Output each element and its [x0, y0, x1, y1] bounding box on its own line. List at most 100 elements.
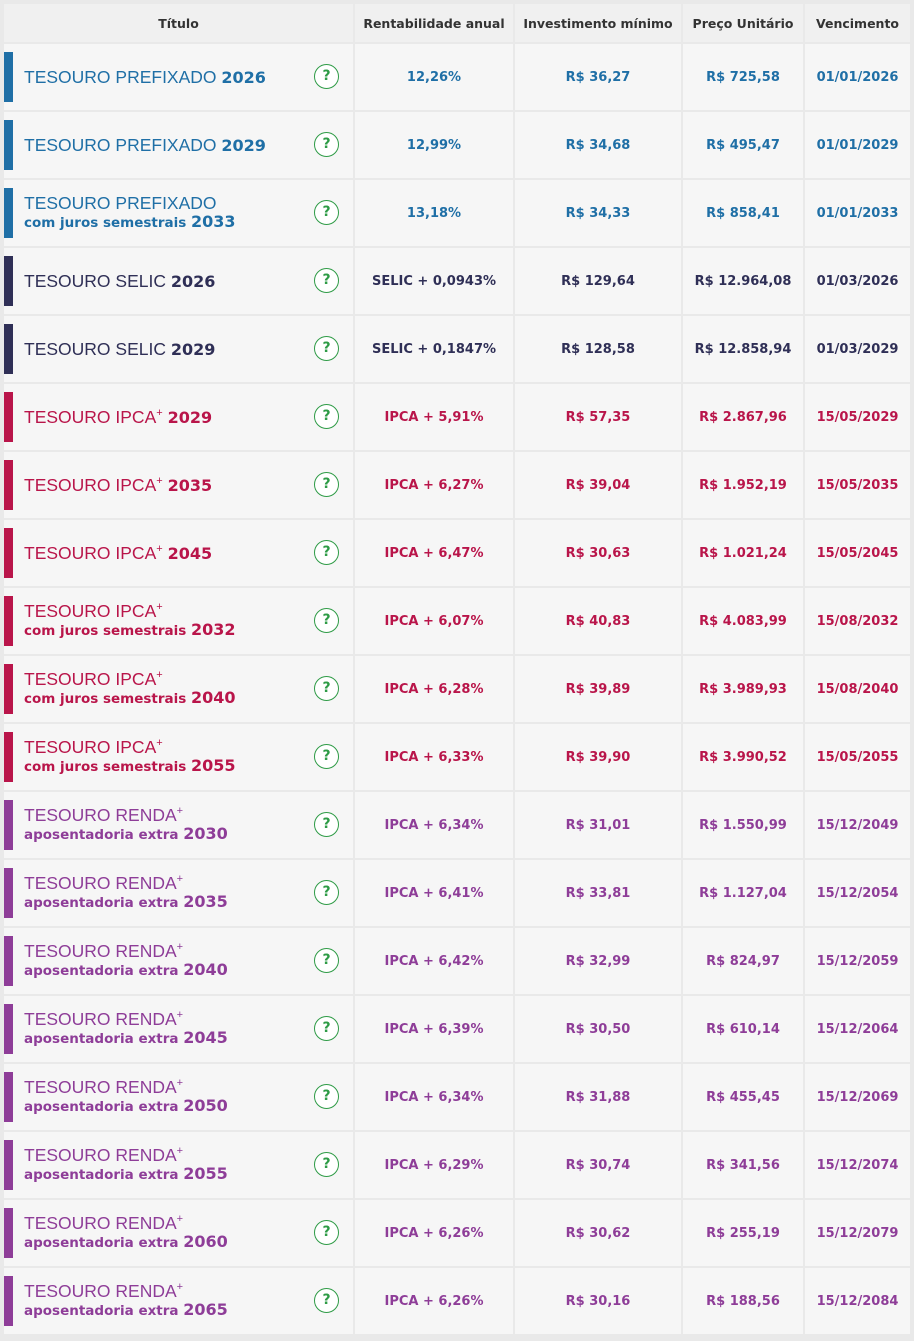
bond-title[interactable]: TESOURO PREFIXADO 2026 — [24, 44, 303, 110]
bond-title[interactable]: TESOURO RENDA+ aposentadoria extra 2040 — [24, 928, 303, 994]
header-titulo[interactable]: Título — [4, 4, 353, 42]
table-row[interactable]: TESOURO RENDA+ aposentadoria extra 2040? I… — [4, 928, 910, 994]
help-icon[interactable]: ? — [314, 540, 339, 565]
table-row[interactable]: TESOURO SELIC 2026? SELIC + 0,0943% R$ 129… — [4, 248, 910, 314]
bond-title-cell[interactable]: TESOURO IPCA+ 2045? — [4, 520, 353, 586]
bond-title[interactable]: TESOURO RENDA+ aposentadoria extra 2065 — [24, 1268, 303, 1334]
bond-title[interactable]: TESOURO SELIC 2029 — [24, 316, 303, 382]
help-icon[interactable]: ? — [314, 336, 339, 361]
help-icon[interactable]: ? — [314, 676, 339, 701]
bond-year: 2040 — [191, 688, 236, 707]
bond-title[interactable]: TESOURO RENDA+ aposentadoria extra 2050 — [24, 1064, 303, 1130]
bond-title-cell[interactable]: TESOURO RENDA+ aposentadoria extra 2030? — [4, 792, 353, 858]
bond-year: 2060 — [183, 1232, 228, 1251]
table-row[interactable]: TESOURO RENDA+ aposentadoria extra 2030? I… — [4, 792, 910, 858]
table-row[interactable]: TESOURO IPCA+ com juros semestrais 2032? I… — [4, 588, 910, 654]
plus-superscript: + — [156, 406, 163, 419]
bond-title-cell[interactable]: TESOURO PREFIXADO 2026? — [4, 44, 353, 110]
bond-title-cell[interactable]: TESOURO IPCA+ 2035? — [4, 452, 353, 518]
table-row[interactable]: TESOURO RENDA+ aposentadoria extra 2065? I… — [4, 1268, 910, 1334]
bond-name: TESOURO PREFIXADO — [24, 66, 217, 87]
bond-title-cell[interactable]: TESOURO IPCA+ 2029? — [4, 384, 353, 450]
header-vencimento[interactable]: Vencimento — [805, 4, 910, 42]
bond-color-bar — [4, 460, 13, 510]
bond-title-cell[interactable]: TESOURO RENDA+ aposentadoria extra 2040? — [4, 928, 353, 994]
bond-title-cell[interactable]: TESOURO PREFIXADO com juros semestrais 20… — [4, 180, 353, 246]
bond-title[interactable]: TESOURO RENDA+ aposentadoria extra 2045 — [24, 996, 303, 1062]
table-row[interactable]: TESOURO IPCA+ 2035? IPCA + 6,27% R$ 39,04 R… — [4, 452, 910, 518]
bond-title[interactable]: TESOURO IPCA+ 2045 — [24, 520, 303, 586]
bond-title-cell[interactable]: TESOURO RENDA+ aposentadoria extra 2060? — [4, 1200, 353, 1266]
table-row[interactable]: TESOURO RENDA+ aposentadoria extra 2035? I… — [4, 860, 910, 926]
help-icon[interactable]: ? — [314, 1152, 339, 1177]
rentabilidade-value: IPCA + 6,41% — [355, 860, 513, 926]
bond-title[interactable]: TESOURO RENDA+ aposentadoria extra 2060 — [24, 1200, 303, 1266]
bond-title-cell[interactable]: TESOURO IPCA+ com juros semestrais 2032? — [4, 588, 353, 654]
bond-title[interactable]: TESOURO IPCA+ 2035 — [24, 452, 303, 518]
bond-title-cell[interactable]: TESOURO IPCA+ com juros semestrais 2040? — [4, 656, 353, 722]
help-icon[interactable]: ? — [314, 1220, 339, 1245]
investimento-minimo-value: R$ 32,99 — [515, 928, 681, 994]
table-row[interactable]: TESOURO IPCA+ 2045? IPCA + 6,47% R$ 30,63 R… — [4, 520, 910, 586]
header-investimento[interactable]: Investimento mínimo — [515, 4, 681, 42]
rentabilidade-value: 12,26% — [355, 44, 513, 110]
help-icon[interactable]: ? — [314, 880, 339, 905]
table-row[interactable]: TESOURO IPCA+ com juros semestrais 2040? I… — [4, 656, 910, 722]
table-row[interactable]: TESOURO RENDA+ aposentadoria extra 2055? I… — [4, 1132, 910, 1198]
bond-title-cell[interactable]: TESOURO RENDA+ aposentadoria extra 2045? — [4, 996, 353, 1062]
table-row[interactable]: TESOURO SELIC 2029? SELIC + 0,1847% R$ 128… — [4, 316, 910, 382]
table-row[interactable]: TESOURO RENDA+ aposentadoria extra 2045? I… — [4, 996, 910, 1062]
bond-name-line: TESOURO SELIC 2026 — [24, 271, 303, 291]
help-icon[interactable]: ? — [314, 472, 339, 497]
help-icon[interactable]: ? — [314, 200, 339, 225]
help-icon[interactable]: ? — [314, 404, 339, 429]
table-row[interactable]: TESOURO PREFIXADO 2029? 12,99% R$ 34,68 R$ … — [4, 112, 910, 178]
help-icon[interactable]: ? — [314, 948, 339, 973]
bond-title[interactable]: TESOURO RENDA+ aposentadoria extra 2035 — [24, 860, 303, 926]
bond-title[interactable]: TESOURO RENDA+ aposentadoria extra 2030 — [24, 792, 303, 858]
preco-unitario-value: R$ 725,58 — [683, 44, 803, 110]
bond-title-cell[interactable]: TESOURO PREFIXADO 2029? — [4, 112, 353, 178]
plus-superscript: + — [176, 805, 184, 818]
table-row[interactable]: TESOURO PREFIXADO com juros semestrais 20… — [4, 180, 910, 246]
table-body: TESOURO PREFIXADO 2026? 12,26% R$ 36,27 R$ … — [4, 44, 910, 1334]
bond-title-cell[interactable]: TESOURO RENDA+ aposentadoria extra 2050? — [4, 1064, 353, 1130]
bond-title[interactable]: TESOURO IPCA+ com juros semestrais 2055 — [24, 724, 303, 790]
bond-title[interactable]: TESOURO IPCA+ com juros semestrais 2032 — [24, 588, 303, 654]
bond-title[interactable]: TESOURO PREFIXADO com juros semestrais 20… — [24, 180, 303, 246]
help-icon[interactable]: ? — [314, 1016, 339, 1041]
bond-title[interactable]: TESOURO SELIC 2026 — [24, 248, 303, 314]
table-row[interactable]: TESOURO IPCA+ com juros semestrais 2055? I… — [4, 724, 910, 790]
bond-title-cell[interactable]: TESOURO SELIC 2026? — [4, 248, 353, 314]
bond-title-cell[interactable]: TESOURO RENDA+ aposentadoria extra 2065? — [4, 1268, 353, 1334]
bond-title[interactable]: TESOURO RENDA+ aposentadoria extra 2055 — [24, 1132, 303, 1198]
help-icon[interactable]: ? — [314, 132, 339, 157]
bond-title[interactable]: TESOURO PREFIXADO 2029 — [24, 112, 303, 178]
bond-title[interactable]: TESOURO IPCA+ com juros semestrais 2040 — [24, 656, 303, 722]
header-preco[interactable]: Preço Unitário — [683, 4, 803, 42]
investimento-minimo-value: R$ 30,63 — [515, 520, 681, 586]
table-row[interactable]: TESOURO PREFIXADO 2026? 12,26% R$ 36,27 R$ … — [4, 44, 910, 110]
bond-title-cell[interactable]: TESOURO RENDA+ aposentadoria extra 2055? — [4, 1132, 353, 1198]
bond-name-line: TESOURO PREFIXADO 2029 — [24, 135, 303, 155]
bond-subtitle: com juros semestrais — [24, 759, 187, 775]
table-row[interactable]: TESOURO RENDA+ aposentadoria extra 2060? I… — [4, 1200, 910, 1266]
bond-title-cell[interactable]: TESOURO IPCA+ com juros semestrais 2055? — [4, 724, 353, 790]
table-row[interactable]: TESOURO IPCA+ 2029? IPCA + 5,91% R$ 57,35 R… — [4, 384, 910, 450]
help-icon[interactable]: ? — [314, 1084, 339, 1109]
help-icon[interactable]: ? — [314, 64, 339, 89]
help-icon[interactable]: ? — [314, 608, 339, 633]
bond-title-cell[interactable]: TESOURO RENDA+ aposentadoria extra 2035? — [4, 860, 353, 926]
bond-title-cell[interactable]: TESOURO SELIC 2029? — [4, 316, 353, 382]
preco-unitario-value: R$ 455,45 — [683, 1064, 803, 1130]
help-icon[interactable]: ? — [314, 1288, 339, 1313]
bond-name: TESOURO RENDA — [24, 1145, 177, 1165]
help-icon[interactable]: ? — [314, 268, 339, 293]
bond-year: 2032 — [191, 620, 236, 639]
help-icon[interactable]: ? — [314, 812, 339, 837]
table-row[interactable]: TESOURO RENDA+ aposentadoria extra 2050? I… — [4, 1064, 910, 1130]
help-icon[interactable]: ? — [314, 744, 339, 769]
bond-title[interactable]: TESOURO IPCA+ 2029 — [24, 384, 303, 450]
header-rentabilidade[interactable]: Rentabilidade anual — [355, 4, 513, 42]
bond-name-line: TESOURO RENDA+ — [24, 1214, 303, 1233]
